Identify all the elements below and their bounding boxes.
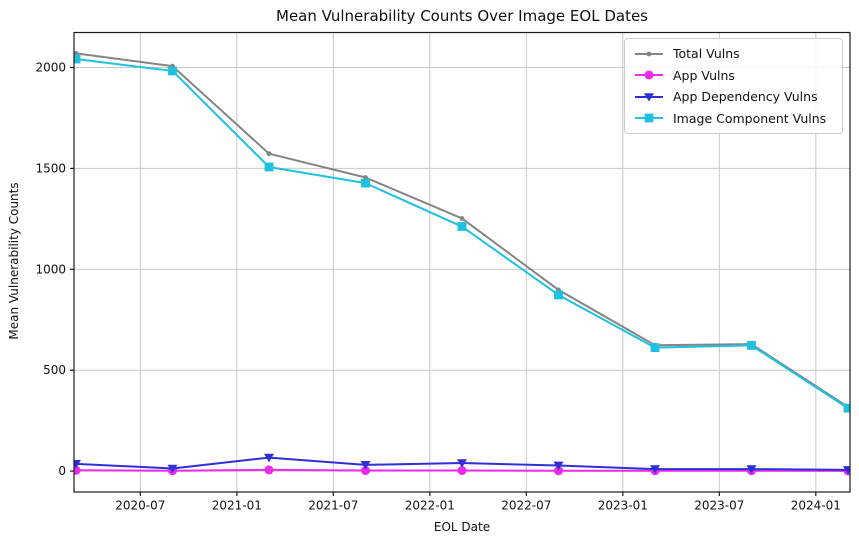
legend-marker-shape bbox=[646, 51, 652, 57]
x-tick-label: 2022-01 bbox=[405, 499, 455, 513]
legend-marker-dot-icon bbox=[635, 51, 663, 57]
series-group bbox=[74, 50, 850, 476]
x-tick-label: 2020-07 bbox=[115, 499, 165, 513]
x-tick-label: 2021-07 bbox=[308, 499, 358, 513]
x-tick-label: 2023-07 bbox=[694, 499, 744, 513]
series-marker-app-dependency-vulns bbox=[842, 466, 850, 475]
legend-marker-circle-icon bbox=[635, 70, 663, 80]
series-marker-total-vulns bbox=[363, 175, 368, 180]
legend-item-image-component-vulns: Image Component Vulns bbox=[633, 108, 834, 130]
legend-marker-shape bbox=[644, 92, 654, 102]
y-tick-label: 1000 bbox=[35, 262, 66, 276]
series-marker-image-component-vulns bbox=[843, 403, 850, 413]
legend-marker-shape bbox=[644, 70, 654, 80]
series-marker-image-component-vulns bbox=[554, 290, 563, 300]
y-axis-label: Mean Vulnerability Counts bbox=[7, 182, 21, 340]
legend-item-total-vulns: Total Vulns bbox=[633, 43, 834, 65]
x-axis-label: EOL Date bbox=[433, 520, 491, 534]
series-marker-app-dependency-vulns bbox=[360, 461, 371, 470]
series-marker-total-vulns bbox=[266, 151, 272, 157]
series-marker-image-component-vulns bbox=[650, 343, 660, 353]
series-marker-app-vulns bbox=[361, 466, 371, 476]
legend: Total Vulns App Vulns App Dependency Vulns… bbox=[624, 38, 843, 134]
x-tick-label: 2021-01 bbox=[212, 499, 262, 513]
x-tick-label: 2023-01 bbox=[598, 499, 648, 513]
series-marker-image-component-vulns bbox=[361, 178, 370, 188]
legend-marker-shape bbox=[644, 113, 654, 123]
legend-marker-square-icon bbox=[635, 113, 663, 123]
series-marker-app-dependency-vulns bbox=[264, 453, 275, 463]
series-marker-image-component-vulns bbox=[747, 340, 756, 350]
series-marker-app-vulns bbox=[457, 466, 467, 476]
series-marker-total-vulns bbox=[459, 216, 465, 221]
series-marker-app-dependency-vulns bbox=[649, 465, 660, 474]
series-marker-image-component-vulns bbox=[74, 54, 81, 64]
legend-label: App Dependency Vulns bbox=[673, 89, 818, 105]
series-marker-app-vulns bbox=[553, 466, 563, 476]
chart-title: Mean Vulnerability Counts Over Image EOL… bbox=[276, 7, 648, 25]
series-marker-image-component-vulns bbox=[168, 66, 177, 76]
series-marker-image-component-vulns bbox=[457, 222, 467, 231]
legend-label: Image Component Vulns bbox=[673, 110, 827, 126]
legend-item-app-vulns: App Vulns bbox=[633, 65, 834, 87]
series-marker-app-dependency-vulns bbox=[457, 459, 467, 468]
y-tick-label: 0 bbox=[58, 464, 66, 478]
series-marker-image-component-vulns bbox=[264, 162, 274, 172]
legend-item-app-dependency-vulns: App Dependency Vulns bbox=[633, 86, 834, 108]
y-tick-label: 1500 bbox=[35, 161, 66, 175]
series-marker-total-vulns bbox=[74, 50, 79, 56]
series-marker-app-dependency-vulns bbox=[746, 465, 757, 474]
x-tick-label: 2022-07 bbox=[501, 499, 551, 513]
y-tick-label: 2000 bbox=[35, 61, 66, 75]
series-marker-app-dependency-vulns bbox=[167, 464, 178, 474]
legend-label: App Vulns bbox=[673, 67, 735, 83]
legend-label: Total Vulns bbox=[673, 46, 740, 62]
legend-marker-triangle-down-icon bbox=[635, 92, 663, 102]
x-tick-label: 2024-01 bbox=[791, 499, 841, 513]
series-marker-app-dependency-vulns bbox=[553, 461, 564, 471]
series-marker-app-dependency-vulns bbox=[74, 460, 82, 469]
axes-spines bbox=[73, 31, 851, 493]
series-marker-app-vulns bbox=[74, 465, 81, 475]
y-tick-label: 500 bbox=[43, 363, 66, 377]
series-marker-app-vulns bbox=[264, 465, 274, 475]
